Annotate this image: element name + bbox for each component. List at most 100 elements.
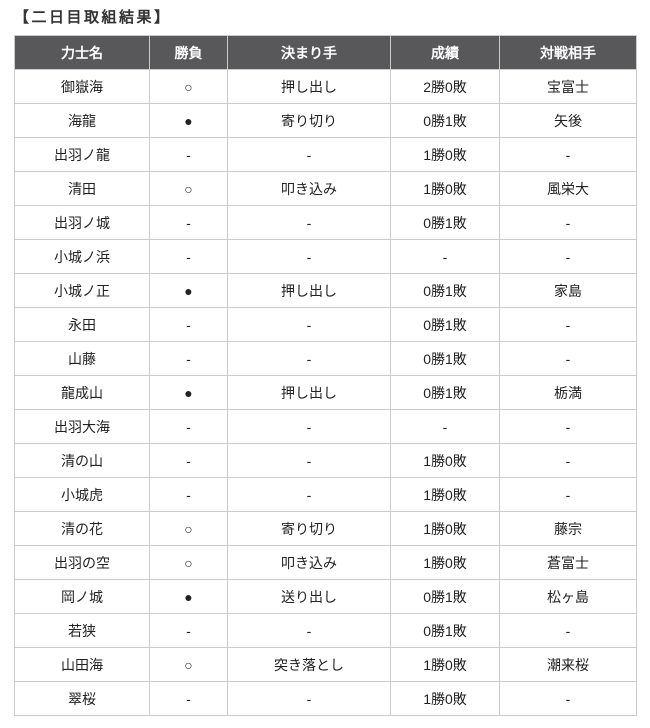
cell-rikishi-name: 小城虎 bbox=[14, 477, 150, 512]
cell-result-mark: - bbox=[149, 341, 228, 376]
cell-kimarite: - bbox=[227, 681, 391, 716]
cell-kimarite: - bbox=[227, 443, 391, 478]
cell-result-mark: ● bbox=[149, 103, 228, 138]
cell-kimarite: 押し出し bbox=[227, 375, 391, 410]
cell-record: 1勝0敗 bbox=[390, 647, 500, 682]
cell-opponent: - bbox=[499, 307, 637, 342]
cell-record: 0勝1敗 bbox=[390, 103, 500, 138]
cell-result-mark: - bbox=[149, 137, 228, 172]
table-row: 小城ノ正 ● 押し出し 0勝1敗 家島 bbox=[14, 273, 637, 308]
cell-kimarite: - bbox=[227, 137, 391, 172]
cell-record: 0勝1敗 bbox=[390, 341, 500, 376]
header-rikishi-name: 力士名 bbox=[14, 35, 150, 70]
cell-rikishi-name: 岡ノ城 bbox=[14, 579, 150, 614]
header-opponent: 対戦相手 bbox=[499, 35, 637, 70]
cell-result-mark: ● bbox=[149, 273, 228, 308]
cell-record: 1勝0敗 bbox=[390, 137, 500, 172]
table-head: 力士名 勝負 決まり手 成績 対戦相手 bbox=[14, 35, 637, 70]
cell-kimarite: 寄り切り bbox=[227, 511, 391, 546]
cell-record: 0勝1敗 bbox=[390, 375, 500, 410]
cell-result-mark: ○ bbox=[149, 69, 228, 104]
table-row: 御嶽海 ○ 押し出し 2勝0敗 宝富士 bbox=[14, 69, 637, 104]
cell-opponent: 蒼富士 bbox=[499, 545, 637, 580]
cell-opponent: - bbox=[499, 341, 637, 376]
cell-kimarite: - bbox=[227, 409, 391, 444]
cell-result-mark: - bbox=[149, 681, 228, 716]
cell-rikishi-name: 龍成山 bbox=[14, 375, 150, 410]
cell-kimarite: - bbox=[227, 205, 391, 240]
cell-kimarite: - bbox=[227, 341, 391, 376]
cell-record: 0勝1敗 bbox=[390, 579, 500, 614]
results-table: 力士名 勝負 決まり手 成績 対戦相手 御嶽海 ○ 押し出し 2勝0敗 宝富士 海龍 ● 寄り… bbox=[14, 35, 637, 716]
cell-record: 2勝0敗 bbox=[390, 69, 500, 104]
cell-record: 1勝0敗 bbox=[390, 443, 500, 478]
cell-opponent: - bbox=[499, 205, 637, 240]
cell-rikishi-name: 清田 bbox=[14, 171, 150, 206]
table-row: 出羽ノ龍 - -1勝0敗 - bbox=[14, 137, 637, 172]
cell-rikishi-name: 出羽ノ城 bbox=[14, 205, 150, 240]
cell-record: 1勝0敗 bbox=[390, 171, 500, 206]
cell-record: 1勝0敗 bbox=[390, 681, 500, 716]
cell-rikishi-name: 清の花 bbox=[14, 511, 150, 546]
table-row: 清の山 - -1勝0敗 - bbox=[14, 443, 637, 478]
cell-result-mark: - bbox=[149, 307, 228, 342]
cell-rikishi-name: 若狭 bbox=[14, 613, 150, 648]
cell-result-mark: ○ bbox=[149, 171, 228, 206]
cell-opponent: - bbox=[499, 613, 637, 648]
cell-rikishi-name: 出羽の空 bbox=[14, 545, 150, 580]
cell-opponent: 風栄大 bbox=[499, 171, 637, 206]
table-row: 小城ノ浜 - - - - bbox=[14, 239, 637, 274]
cell-opponent: 家島 bbox=[499, 273, 637, 308]
cell-record: 1勝0敗 bbox=[390, 545, 500, 580]
cell-opponent: 宝富士 bbox=[499, 69, 637, 104]
cell-rikishi-name: 出羽ノ龍 bbox=[14, 137, 150, 172]
cell-result-mark: - bbox=[149, 205, 228, 240]
cell-kimarite: - bbox=[227, 477, 391, 512]
cell-rikishi-name: 永田 bbox=[14, 307, 150, 342]
cell-opponent: 藤宗 bbox=[499, 511, 637, 546]
cell-result-mark: ● bbox=[149, 375, 228, 410]
cell-opponent: - bbox=[499, 681, 637, 716]
cell-record: 1勝0敗 bbox=[390, 511, 500, 546]
table-body: 御嶽海 ○ 押し出し 2勝0敗 宝富士 海龍 ● 寄り切り 0勝1敗 矢後 出羽ノ龍 - -1勝0敗 - 清… bbox=[14, 69, 637, 716]
cell-record: 0勝1敗 bbox=[390, 273, 500, 308]
cell-rikishi-name: 御嶽海 bbox=[14, 69, 150, 104]
cell-record: 0勝1敗 bbox=[390, 205, 500, 240]
cell-kimarite: - bbox=[227, 613, 391, 648]
table-row: 山藤 - -0勝1敗 - bbox=[14, 341, 637, 376]
cell-result-mark: ○ bbox=[149, 545, 228, 580]
table-row: 清の花 ○ 寄り切り 1勝0敗 藤宗 bbox=[14, 511, 637, 546]
cell-opponent: - bbox=[499, 443, 637, 478]
cell-result-mark: - bbox=[149, 239, 228, 274]
cell-record: 0勝1敗 bbox=[390, 307, 500, 342]
cell-result-mark: - bbox=[149, 443, 228, 478]
cell-kimarite: 押し出し bbox=[227, 273, 391, 308]
cell-kimarite: 送り出し bbox=[227, 579, 391, 614]
cell-kimarite: - bbox=[227, 307, 391, 342]
table-row: 出羽ノ城 - -0勝1敗 - bbox=[14, 205, 637, 240]
cell-rikishi-name: 翠桜 bbox=[14, 681, 150, 716]
table-row: 清田 ○ 叩き込み 1勝0敗 風栄大 bbox=[14, 171, 637, 206]
cell-result-mark: ● bbox=[149, 579, 228, 614]
cell-rikishi-name: 小城ノ正 bbox=[14, 273, 150, 308]
cell-rikishi-name: 清の山 bbox=[14, 443, 150, 478]
cell-rikishi-name: 山藤 bbox=[14, 341, 150, 376]
table-row: 出羽の空 ○ 叩き込み 1勝0敗 蒼富士 bbox=[14, 545, 637, 580]
cell-kimarite: 叩き込み bbox=[227, 545, 391, 580]
cell-record: 0勝1敗 bbox=[390, 613, 500, 648]
cell-record: - bbox=[390, 409, 500, 444]
cell-result-mark: ○ bbox=[149, 511, 228, 546]
cell-kimarite: 突き落とし bbox=[227, 647, 391, 682]
page-title: 【二日目取組結果】 bbox=[14, 9, 172, 26]
cell-kimarite: - bbox=[227, 239, 391, 274]
table-row: 山田海 ○ 突き落とし 1勝0敗 潮来桜 bbox=[14, 647, 637, 682]
cell-rikishi-name: 山田海 bbox=[14, 647, 150, 682]
cell-record: - bbox=[390, 239, 500, 274]
header-row: 力士名 勝負 決まり手 成績 対戦相手 bbox=[14, 35, 637, 70]
table-row: 小城虎 - -1勝0敗 - bbox=[14, 477, 637, 512]
table-row: 若狭 - -0勝1敗 - bbox=[14, 613, 637, 648]
table-row: 龍成山 ● 押し出し 0勝1敗 栃満 bbox=[14, 375, 637, 410]
header-record: 成績 bbox=[390, 35, 500, 70]
cell-kimarite: 寄り切り bbox=[227, 103, 391, 138]
